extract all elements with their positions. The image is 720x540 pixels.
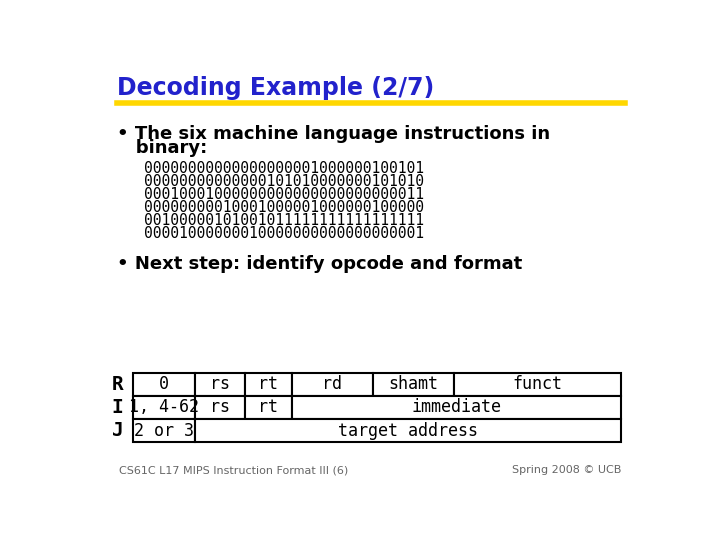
Text: shamt: shamt: [389, 375, 438, 393]
Text: rd: rd: [322, 375, 342, 393]
Text: • The six machine language instructions in: • The six machine language instructions …: [117, 125, 550, 143]
Text: 00100000101001011111111111111111: 00100000101001011111111111111111: [144, 213, 424, 228]
Text: rt: rt: [258, 375, 278, 393]
Text: 1, 4-62: 1, 4-62: [129, 399, 199, 416]
Text: rt: rt: [258, 399, 278, 416]
Text: target address: target address: [338, 422, 478, 440]
Bar: [245, 373, 292, 396]
Text: 0: 0: [158, 375, 168, 393]
Bar: [194, 373, 245, 396]
Bar: [132, 396, 194, 419]
Bar: [292, 373, 373, 396]
Text: 00000000000000101010000000101010: 00000000000000101010000000101010: [144, 174, 424, 189]
Text: R: R: [112, 375, 123, 394]
Bar: [292, 396, 621, 419]
Bar: [454, 373, 621, 396]
Text: rs: rs: [210, 399, 230, 416]
Text: binary:: binary:: [117, 139, 207, 158]
Text: Spring 2008 © UCB: Spring 2008 © UCB: [511, 465, 621, 475]
Text: funct: funct: [513, 375, 562, 393]
Bar: [132, 373, 194, 396]
Bar: [373, 373, 454, 396]
Text: 2 or 3: 2 or 3: [134, 422, 194, 440]
Text: 00001000000010000000000000000001: 00001000000010000000000000000001: [144, 226, 424, 241]
Text: 00010001000000000000000000000011: 00010001000000000000000000000011: [144, 187, 424, 202]
Text: I: I: [112, 398, 123, 417]
Bar: [194, 419, 621, 442]
Text: immediate: immediate: [411, 399, 501, 416]
Text: J: J: [112, 421, 123, 440]
Bar: [132, 419, 194, 442]
Text: Decoding Example (2/7): Decoding Example (2/7): [117, 76, 434, 100]
Text: 00000000000000000001000000100101: 00000000000000000001000000100101: [144, 161, 424, 176]
Text: rs: rs: [210, 375, 230, 393]
Bar: [245, 396, 292, 419]
Text: • Next step: identify opcode and format: • Next step: identify opcode and format: [117, 255, 523, 273]
Text: CS61C L17 MIPS Instruction Format III (6): CS61C L17 MIPS Instruction Format III (6…: [120, 465, 348, 475]
Text: 00000000010001000001000000100000: 00000000010001000001000000100000: [144, 200, 424, 215]
Bar: [194, 396, 245, 419]
